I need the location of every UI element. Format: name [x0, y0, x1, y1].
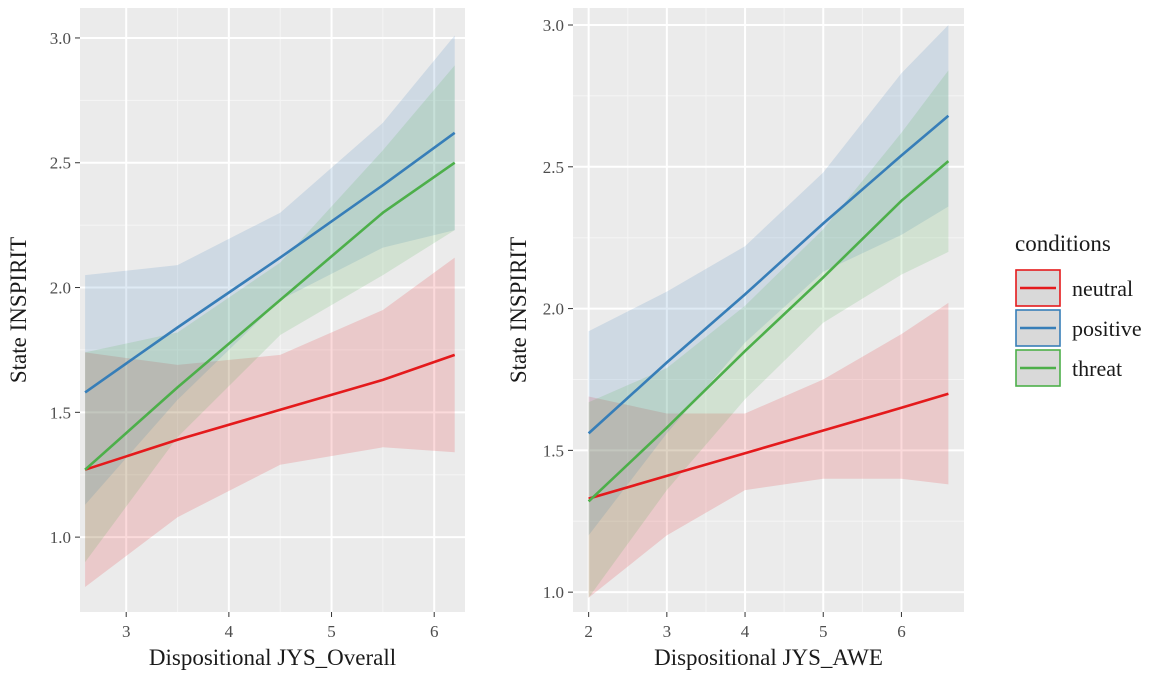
- x-tick-label: 5: [819, 622, 828, 641]
- confidence-band-threat: [588, 70, 949, 598]
- y-tick-label: 1.0: [543, 583, 564, 602]
- x-axis-title: Dispositional JYS_Overall: [149, 645, 396, 670]
- series-line-positive: [587, 114, 950, 435]
- legend-label-positive: positive: [1072, 316, 1142, 341]
- y-tick-label: 1.0: [50, 528, 71, 547]
- x-tick-label: 6: [430, 622, 439, 641]
- y-tick-label: 2.0: [50, 279, 71, 298]
- x-tick-label: 3: [122, 622, 131, 641]
- right-plot-panel: 2 3 4 5 6 1.0 1.5 2.0 2.5 3.0 Dispositional JYS_AW…: [506, 8, 964, 670]
- y-tick-label: 3.0: [543, 16, 564, 35]
- series-line-neutral: [588, 392, 949, 500]
- x-tick-label: 6: [897, 622, 906, 641]
- y-tick-label: 1.5: [50, 403, 71, 422]
- x-tick-label: 2: [584, 622, 593, 641]
- legend-title: conditions: [1015, 231, 1111, 256]
- y-axis-title: State INSPIRIT: [506, 237, 531, 383]
- series-line-threat: [84, 161, 456, 471]
- y-tick-label: 2.0: [543, 300, 564, 319]
- confidence-band-positive: [588, 25, 949, 536]
- y-axis-title: State INSPIRIT: [6, 237, 31, 383]
- x-tick-label: 3: [663, 622, 672, 641]
- panel-background: [573, 8, 964, 612]
- legend: conditions neutral positive threat: [1015, 231, 1142, 387]
- confidence-band-neutral: [85, 257, 455, 587]
- y-tick-label: 2.5: [543, 158, 564, 177]
- y-tick-label: 2.5: [50, 154, 71, 173]
- legend-label-threat: threat: [1072, 356, 1122, 381]
- confidence-band-threat: [85, 65, 455, 563]
- series-line-positive: [84, 131, 456, 394]
- x-tick-label: 5: [327, 622, 336, 641]
- legend-label-neutral: neutral: [1072, 276, 1133, 301]
- panel-background: [80, 8, 465, 612]
- y-tick-label: 1.5: [543, 441, 564, 460]
- left-plot-panel: 3 4 5 6 1.0 1.5 2.0 2.5 3.0 Dispositional JYS_Ove…: [6, 8, 465, 670]
- x-tick-label: 4: [741, 622, 750, 641]
- series-line-neutral: [84, 353, 456, 471]
- x-axis-title: Dispositional JYS_AWE: [654, 645, 883, 670]
- series-line-threat: [587, 160, 950, 503]
- confidence-band-neutral: [588, 302, 949, 598]
- y-tick-label: 3.0: [50, 29, 71, 48]
- x-tick-label: 4: [225, 622, 234, 641]
